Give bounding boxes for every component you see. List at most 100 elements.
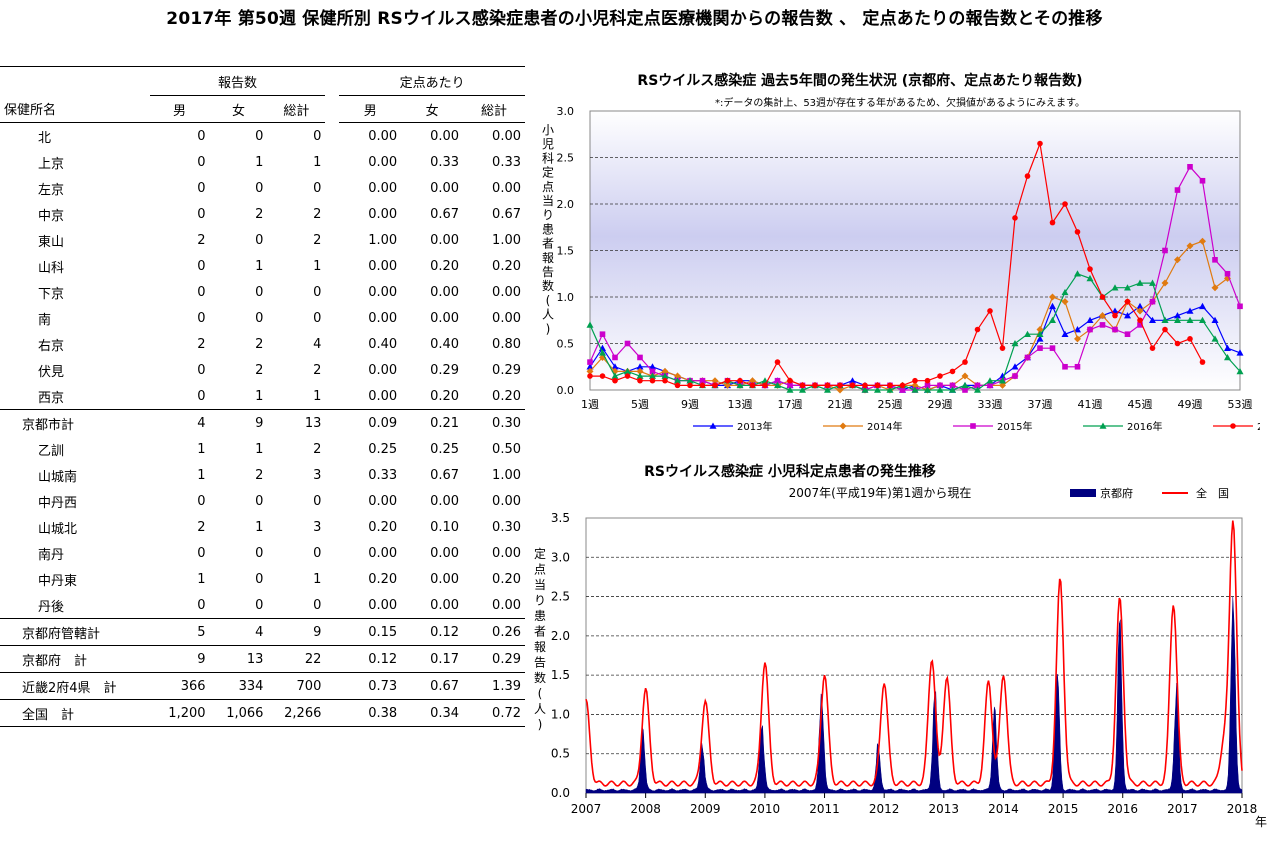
chart1-point — [836, 386, 844, 394]
chart1-point — [724, 377, 731, 384]
total-per-site-cell: 0.50 — [492, 441, 521, 457]
chart1-point — [1112, 312, 1118, 319]
chart1-y-tick: 0.0 — [557, 384, 575, 397]
chart1-point — [674, 377, 681, 384]
male-count-cell: 2 — [197, 232, 206, 248]
chart1-point — [612, 354, 618, 361]
table-row: 山城北 2 1 3 0.20 0.10 0.30 — [0, 514, 525, 540]
female-count-cell: 4 — [209, 618, 268, 646]
total-per-site-cell: 0.33 — [492, 154, 521, 170]
chart1-point — [1037, 345, 1043, 351]
chart2-series-kyoto-area — [585, 596, 1243, 794]
total-per-site-cell: 0.20 — [492, 388, 521, 404]
table-row: 上京 0 1 1 0.00 0.33 0.33 — [0, 149, 525, 175]
male-count-cell: 0 — [197, 206, 206, 222]
chart1-point — [824, 382, 831, 389]
total-count-cell: 4 — [313, 336, 322, 352]
chart1-point — [1224, 274, 1231, 282]
male-per-site-cell: 0.38 — [339, 699, 402, 727]
chart1-point — [1161, 316, 1169, 324]
station-name-cell: 全国 計 — [0, 699, 150, 727]
table-row: 中丹東 1 0 1 0.20 0.00 0.20 — [0, 566, 525, 592]
station-name-cell: 乙訓 — [38, 443, 65, 459]
chart1-x-tick: 53週 — [1228, 398, 1253, 411]
total-per-site-cell: 0.67 — [492, 206, 521, 222]
total-per-site-cell: 0.00 — [492, 180, 521, 196]
female-per-site-cell: 0.17 — [401, 645, 464, 673]
male-per-site-cell: 0.00 — [368, 597, 398, 613]
chart1-point — [774, 377, 781, 384]
station-name-cell: 山科 — [38, 260, 65, 276]
chart1-point — [1174, 187, 1181, 193]
chart1-point — [1036, 335, 1044, 342]
chart1-y-tick: 1.0 — [557, 291, 575, 304]
male-per-site-cell: 0.12 — [339, 645, 402, 673]
table-row: 近畿2府4県 計 366 334 700 0.73 0.67 1.39 — [0, 672, 525, 700]
male-per-site-cell: 0.00 — [368, 362, 398, 378]
female-per-site-cell: 0.29 — [430, 362, 460, 378]
chart2-plot-area — [585, 517, 1243, 794]
total-count-cell: 1 — [313, 388, 322, 404]
table-row: 乙訓 1 1 2 0.25 0.25 0.50 — [0, 436, 525, 462]
table-row: 山科 0 1 1 0.00 0.20 0.20 — [0, 253, 525, 279]
chart1-legend-label: 2017年 — [1257, 420, 1260, 433]
chart2-x-tick: 2016 — [1107, 802, 1138, 816]
chart1-y-tick: 2.5 — [557, 152, 575, 165]
female-count-cell: 0 — [255, 571, 264, 587]
chart1-point — [1074, 229, 1081, 235]
chart2-x-tick: 2017 — [1167, 802, 1198, 816]
chart1-point — [1187, 336, 1193, 342]
station-name-cell: 京都府管轄計 — [0, 618, 150, 646]
chart1-point — [911, 381, 919, 389]
chart1-x-tick: 5週 — [631, 398, 649, 411]
female-per-site-cell: 0.00 — [430, 597, 460, 613]
chart1-point — [586, 363, 594, 370]
chart1-point — [837, 382, 843, 389]
chart1-point — [937, 373, 943, 379]
chart1-point — [674, 382, 681, 389]
chart1-point — [624, 373, 631, 379]
chart1-point — [587, 373, 593, 379]
total-count-cell: 1 — [313, 154, 322, 170]
chart1-point — [612, 377, 618, 384]
female-count-cell: 334 — [209, 672, 268, 700]
total-count-cell: 9 — [267, 618, 326, 646]
chart2-subtitle: 2007年(平成19年)第1週から現在 — [788, 486, 972, 500]
chart1-point — [736, 381, 744, 389]
table-row: 全国 計 1,200 1,066 2,266 0.38 0.34 0.72 — [0, 699, 525, 727]
female-count-cell: 0 — [255, 545, 264, 561]
chart1-point — [637, 377, 643, 384]
female-per-site-cell: 0.00 — [430, 284, 460, 300]
chart1-point — [1087, 266, 1093, 272]
chart1-y-tick: 2.0 — [557, 198, 575, 211]
chart1-point — [1161, 279, 1169, 287]
total-count-cell: 0 — [313, 128, 322, 144]
table-row: 東山 2 0 2 1.00 0.00 1.00 — [0, 227, 525, 253]
chart1-point — [1049, 219, 1056, 226]
station-name-cell: 中丹東 — [38, 573, 78, 589]
station-name-cell: 中京 — [38, 208, 65, 224]
header-station-name: 保健所名 — [0, 95, 150, 123]
chart1-point — [724, 381, 731, 389]
chart1-point — [1049, 302, 1056, 310]
chart1-point — [649, 372, 656, 379]
female-per-site-cell: 0.40 — [430, 336, 460, 352]
chart2-ylabel-char: ( — [538, 687, 543, 701]
chart1-point — [899, 387, 906, 393]
chart2-title: RSウイルス感染症 小児科定点患者の発生推移 — [644, 464, 936, 480]
female-per-site-cell: 0.00 — [430, 232, 460, 248]
chart1-point — [1012, 215, 1018, 221]
male-count-cell: 1,200 — [149, 699, 210, 727]
chart1-point — [1061, 288, 1069, 296]
male-count-cell: 0 — [197, 154, 206, 170]
chart1-point — [1037, 140, 1043, 147]
chart1-point — [649, 368, 656, 375]
chart1-point — [1224, 353, 1231, 361]
chart1-point — [1149, 345, 1156, 351]
chart1-point — [924, 382, 931, 389]
chart1-point — [899, 382, 906, 389]
chart1-point — [687, 382, 693, 389]
chart1-point — [1049, 345, 1056, 351]
chart1-point — [787, 377, 793, 384]
chart1-ylabel-char: 人 — [542, 308, 554, 322]
